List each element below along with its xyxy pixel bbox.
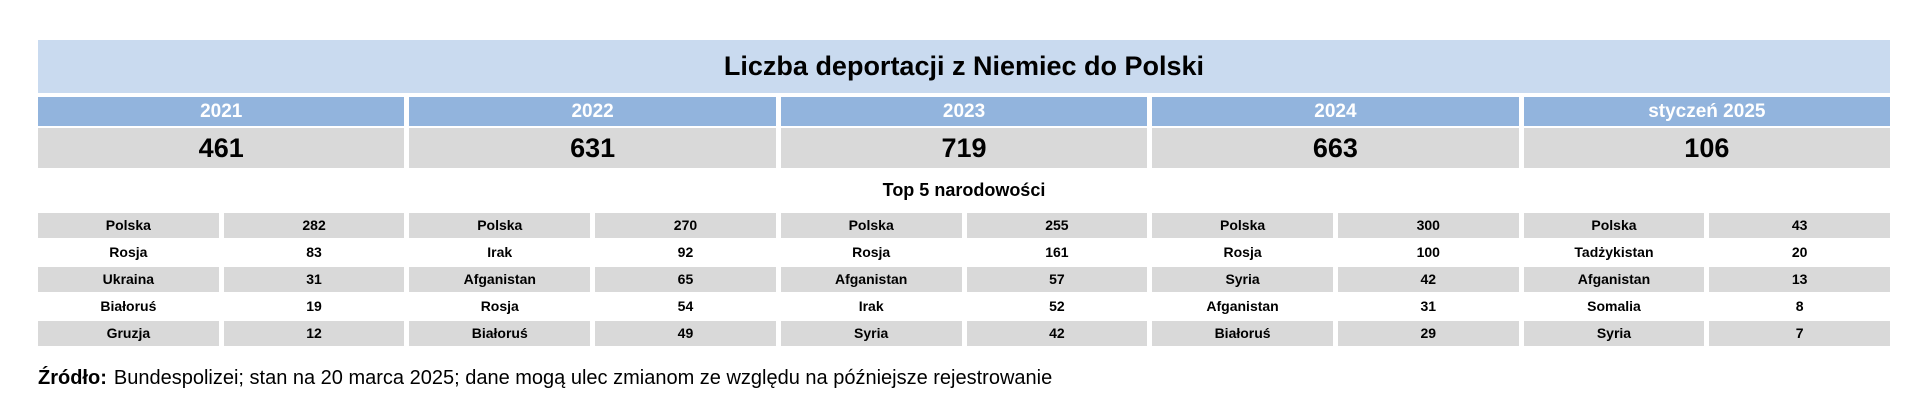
count-cell: 29 <box>1337 321 1519 346</box>
count-cell: 43 <box>1709 213 1891 238</box>
count-cell: 270 <box>595 213 776 238</box>
chart-title-bar: Liczba deportacji z Niemiec do Polski <box>38 40 1890 93</box>
count-cell: 42 <box>1337 267 1519 292</box>
top5-section-2024: Polska 300 Rosja 100 Syria 42 Afganistan… <box>1152 213 1519 346</box>
nationality-cell: Afganistan <box>1523 267 1705 292</box>
top5-section-2022: Polska 270 Irak 92 Afganistan 65 Rosja 5… <box>409 213 776 346</box>
nationality-cell: Polska <box>1523 213 1705 238</box>
year-header-row: 2021 2022 2023 2024 styczeń 2025 <box>38 97 1891 126</box>
count-cell: 52 <box>966 294 1148 319</box>
count-cell: 8 <box>1709 294 1891 319</box>
nationality-cell: Rosja <box>780 240 962 265</box>
nationality-cell: Polska <box>409 213 591 238</box>
source-label: Źródło: <box>38 367 107 389</box>
count-cell: 31 <box>1337 294 1519 319</box>
count-cell: 65 <box>595 267 776 292</box>
nationality-cell: Rosja <box>409 294 591 319</box>
top5-section-2023: Polska 255 Rosja 161 Afganistan 57 Irak … <box>780 213 1148 346</box>
nationality-cell: Syria <box>1523 321 1705 346</box>
count-cell: 54 <box>595 294 776 319</box>
count-cell: 20 <box>1709 240 1891 265</box>
total-2021: 461 <box>38 128 405 168</box>
nationality-cell: Białoruś <box>38 294 219 319</box>
nationality-cell: Syria <box>780 321 962 346</box>
year-header-2023: 2023 <box>780 97 1148 126</box>
nationality-cell: Afganistan <box>1152 294 1333 319</box>
count-cell: 92 <box>595 240 776 265</box>
top5-table: Polska 282 Rosja 83 Ukraina 31 Białoruś … <box>38 213 1891 346</box>
nationality-cell: Polska <box>38 213 219 238</box>
top5-section-2021: Polska 282 Rosja 83 Ukraina 31 Białoruś … <box>38 213 405 346</box>
nationality-cell: Białoruś <box>1152 321 1333 346</box>
deportations-infographic: Liczba deportacji z Niemiec do Polski 20… <box>38 40 1891 390</box>
total-styczen-2025: 106 <box>1523 128 1891 168</box>
count-cell: 255 <box>966 213 1148 238</box>
nationality-cell: Białoruś <box>409 321 591 346</box>
count-cell: 83 <box>223 240 405 265</box>
totals-row: 461 631 719 663 106 <box>38 128 1891 168</box>
count-cell: 12 <box>223 321 405 346</box>
count-cell: 42 <box>966 321 1148 346</box>
top5-subtitle: Top 5 narodowości <box>882 180 1046 200</box>
source-text: Bundespolizei; stan na 20 marca 2025; da… <box>113 367 1053 389</box>
year-header-styczen-2025: styczeń 2025 <box>1523 97 1891 126</box>
top5-section-styczen-2025: Polska 43 Tadżykistan 20 Afganistan 13 S… <box>1523 213 1891 346</box>
nationality-cell: Somalia <box>1523 294 1705 319</box>
count-cell: 13 <box>1709 267 1891 292</box>
nationality-cell: Afganistan <box>409 267 591 292</box>
count-cell: 31 <box>223 267 405 292</box>
nationality-cell: Afganistan <box>780 267 962 292</box>
chart-title: Liczba deportacji z Niemiec do Polski <box>723 51 1205 81</box>
nationality-cell: Rosja <box>38 240 219 265</box>
nationality-cell: Ukraina <box>38 267 219 292</box>
count-cell: 57 <box>966 267 1148 292</box>
count-cell: 300 <box>1337 213 1519 238</box>
count-cell: 49 <box>595 321 776 346</box>
total-2024: 663 <box>1152 128 1519 168</box>
nationality-cell: Irak <box>409 240 591 265</box>
count-cell: 161 <box>966 240 1148 265</box>
nationality-cell: Tadżykistan <box>1523 240 1705 265</box>
total-2023: 719 <box>780 128 1148 168</box>
nationality-cell: Polska <box>1152 213 1333 238</box>
count-cell: 282 <box>223 213 405 238</box>
source-note: Źródło: Bundespolizei; stan na 20 marca 2… <box>38 367 1890 390</box>
nationality-cell: Syria <box>1152 267 1333 292</box>
nationality-cell: Rosja <box>1152 240 1333 265</box>
count-cell: 7 <box>1709 321 1891 346</box>
total-2022: 631 <box>409 128 776 168</box>
year-header-2024: 2024 <box>1152 97 1519 126</box>
year-header-2022: 2022 <box>409 97 776 126</box>
nationality-cell: Gruzja <box>38 321 219 346</box>
nationality-cell: Irak <box>780 294 962 319</box>
count-cell: 100 <box>1337 240 1519 265</box>
year-header-2021: 2021 <box>38 97 405 126</box>
count-cell: 19 <box>223 294 405 319</box>
nationality-cell: Polska <box>780 213 962 238</box>
